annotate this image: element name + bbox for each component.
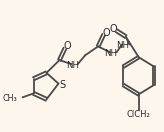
Text: NH: NH [116, 41, 130, 50]
Text: O: O [103, 28, 110, 38]
Text: O: O [64, 41, 72, 51]
Text: S: S [59, 80, 65, 90]
Text: NH: NH [66, 60, 79, 70]
Text: CH₃: CH₃ [2, 94, 17, 103]
Text: O: O [110, 24, 118, 34]
Text: ClCH₂: ClCH₂ [127, 110, 151, 119]
Text: NH: NH [104, 49, 118, 58]
